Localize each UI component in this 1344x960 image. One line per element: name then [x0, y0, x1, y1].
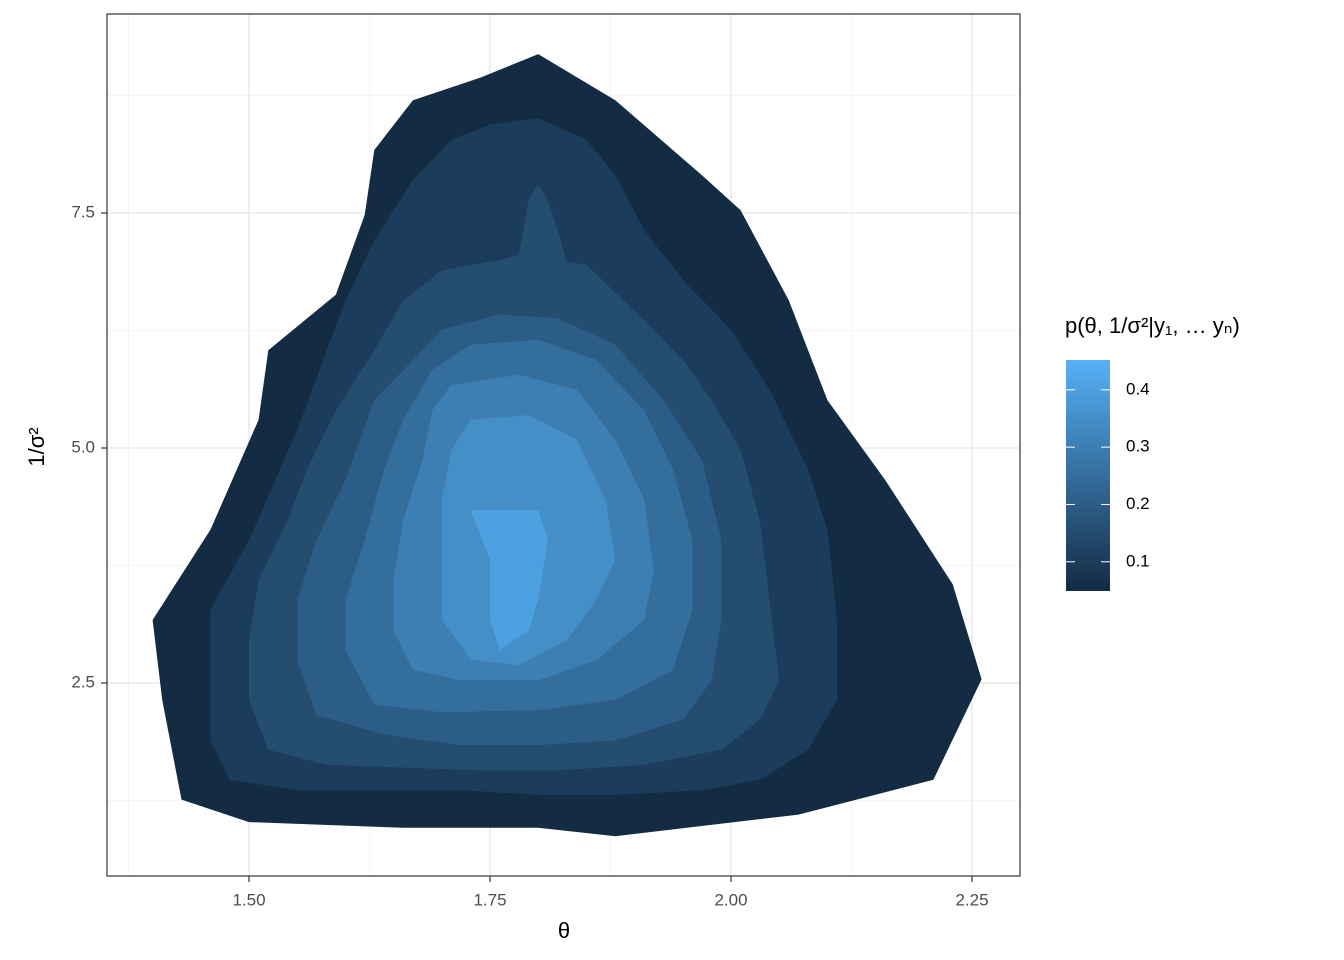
y-tick-label: 7.5 [71, 202, 95, 221]
y-tick-label: 5.0 [71, 437, 95, 456]
colorbar [1066, 360, 1110, 591]
colorbar-label: 0.4 [1126, 379, 1150, 398]
contour-band [470, 510, 548, 651]
colorbar-label: 0.2 [1126, 494, 1150, 513]
legend-title: p(θ, 1/σ²|y₁, … yₙ) [1065, 313, 1240, 338]
x-tick-label: 2.25 [955, 890, 988, 909]
colorbar-label: 0.3 [1126, 437, 1150, 456]
x-tick-label: 1.75 [473, 890, 506, 909]
x-axis-title: θ [558, 918, 570, 943]
x-tick-label: 2.00 [714, 890, 747, 909]
colorbar-label: 0.1 [1126, 551, 1150, 570]
x-tick-label: 1.50 [232, 890, 265, 909]
y-tick-label: 2.5 [71, 672, 95, 691]
panel-border [106, 13, 1021, 877]
y-axis-title: 1/σ² [24, 427, 49, 466]
